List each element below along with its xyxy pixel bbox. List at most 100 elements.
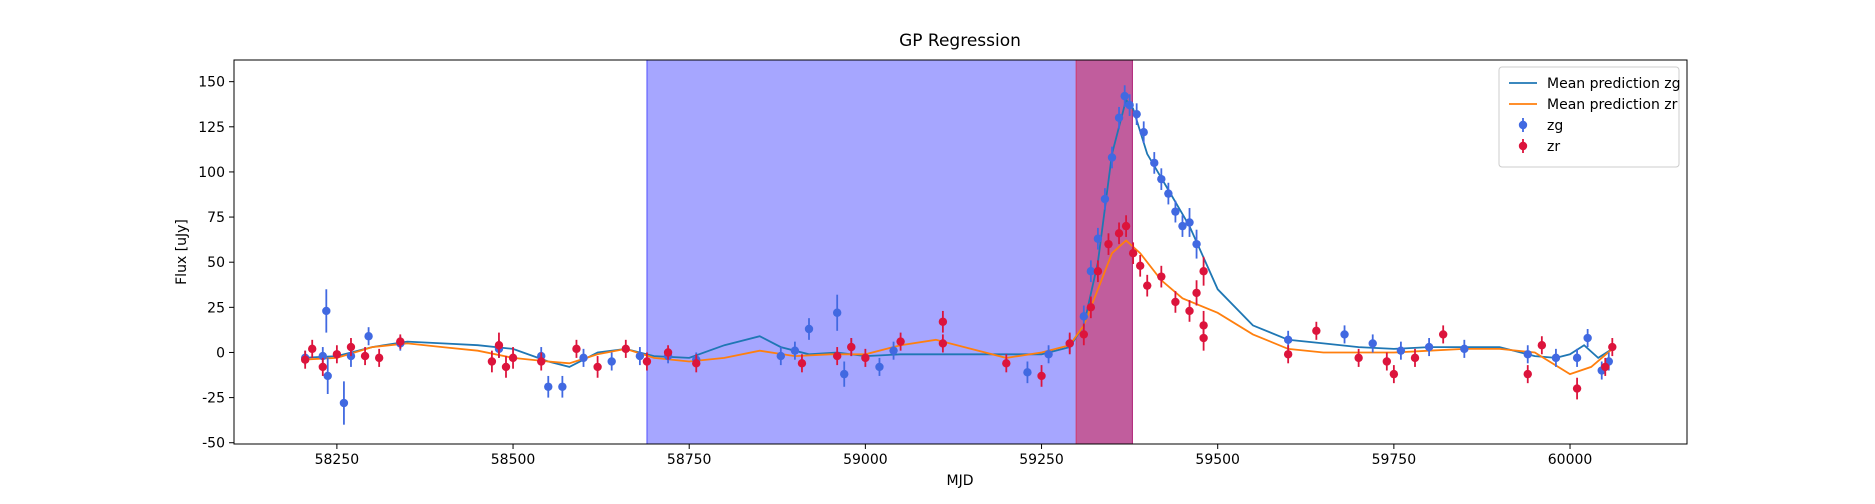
data-point — [896, 337, 905, 346]
axes-frame — [233, 59, 1688, 445]
legend: Mean prediction zg Mean prediction zr zg zr — [1498, 66, 1681, 168]
mean-line — [301, 97, 1613, 368]
data-point — [339, 398, 349, 408]
y-axis-label: Flux [uJy] — [174, 219, 190, 285]
x-tick-label: 58250 — [315, 452, 360, 468]
data-point — [318, 351, 327, 361]
data-point — [322, 306, 331, 316]
highlight-span — [646, 60, 1133, 444]
data-point — [1283, 350, 1293, 359]
data-point — [1583, 333, 1592, 343]
data-point — [1150, 158, 1159, 168]
data-point — [1114, 113, 1124, 122]
data-point — [1157, 272, 1166, 281]
data-point — [797, 359, 807, 368]
data-point — [579, 353, 588, 363]
data-point — [1523, 369, 1532, 379]
data-point — [776, 351, 786, 361]
y-tick-label: 125 — [198, 120, 225, 136]
data-point — [396, 337, 405, 346]
data-point — [635, 351, 645, 361]
y-tick-label: 100 — [198, 165, 225, 181]
data-point — [1044, 350, 1053, 359]
data-point — [1086, 303, 1096, 312]
data-point — [1192, 288, 1201, 298]
data-point — [1100, 194, 1110, 204]
y-tick-label: 150 — [198, 75, 225, 91]
data-point — [1396, 346, 1406, 355]
data-point — [1107, 153, 1117, 162]
data-point — [692, 359, 701, 368]
data-point — [1283, 335, 1293, 345]
data-point — [360, 351, 370, 361]
y-tick-label: 0 — [216, 345, 225, 361]
data-point — [494, 341, 504, 350]
data-point — [832, 351, 842, 361]
data-point — [1340, 330, 1349, 339]
data-point — [1382, 357, 1392, 366]
data-point — [364, 332, 373, 341]
data-point — [1523, 350, 1532, 359]
data-point — [501, 362, 511, 372]
x-tick-label: 60000 — [1548, 452, 1593, 468]
data-point — [790, 346, 800, 355]
y-tick-label: 25 — [207, 300, 225, 316]
data-point — [840, 369, 849, 379]
data-point — [572, 344, 581, 354]
data-point — [1551, 353, 1561, 363]
data-point — [642, 357, 652, 366]
data-point — [1608, 342, 1617, 352]
data-point — [832, 308, 842, 317]
data-point — [487, 357, 497, 366]
data-point — [1135, 261, 1145, 271]
y-tick-label: -25 — [202, 391, 225, 407]
data-point — [1128, 248, 1138, 258]
data-point — [847, 342, 856, 352]
legend-label: zg — [1547, 118, 1563, 134]
data-point — [1312, 326, 1321, 336]
data-point — [1537, 341, 1547, 350]
legend-label: Mean prediction zr — [1547, 97, 1678, 113]
data-point — [323, 371, 332, 381]
data-point — [1079, 330, 1089, 339]
data-point — [544, 382, 553, 391]
data-point — [1368, 339, 1377, 348]
data-point — [1185, 218, 1194, 227]
legend-box — [1498, 66, 1680, 168]
legend-label: Mean prediction zg — [1547, 76, 1681, 92]
data-point — [1086, 267, 1096, 276]
data-point — [332, 350, 342, 359]
data-point — [938, 339, 948, 348]
legend-marker — [1518, 120, 1528, 130]
data-point — [1114, 229, 1124, 238]
data-point — [1199, 333, 1208, 343]
data-point — [1139, 128, 1148, 137]
data-point — [861, 353, 870, 363]
data-point — [889, 346, 898, 355]
data-point — [663, 348, 673, 357]
mean-line — [301, 239, 1613, 376]
spans — [646, 60, 1133, 444]
data-point — [1178, 221, 1187, 231]
data-point — [508, 353, 518, 363]
data-point — [1132, 109, 1141, 119]
data-point — [537, 357, 546, 366]
data-point — [1037, 371, 1046, 381]
x-tick-label: 59000 — [843, 452, 888, 468]
data-point — [1460, 344, 1469, 354]
data-point — [1601, 362, 1610, 372]
data-point — [804, 324, 814, 334]
data-point — [1002, 359, 1011, 368]
data-point — [1079, 312, 1089, 321]
data-point — [1424, 342, 1434, 352]
data-point — [1143, 281, 1152, 290]
data-point — [1171, 207, 1180, 216]
data-point — [1065, 339, 1074, 348]
x-tick-label: 59250 — [1019, 452, 1064, 468]
data-point — [1192, 239, 1201, 249]
x-tick-label: 58500 — [491, 452, 536, 468]
data-point — [1572, 384, 1582, 393]
y-tick-label: 75 — [207, 210, 225, 226]
data-point — [374, 353, 384, 363]
